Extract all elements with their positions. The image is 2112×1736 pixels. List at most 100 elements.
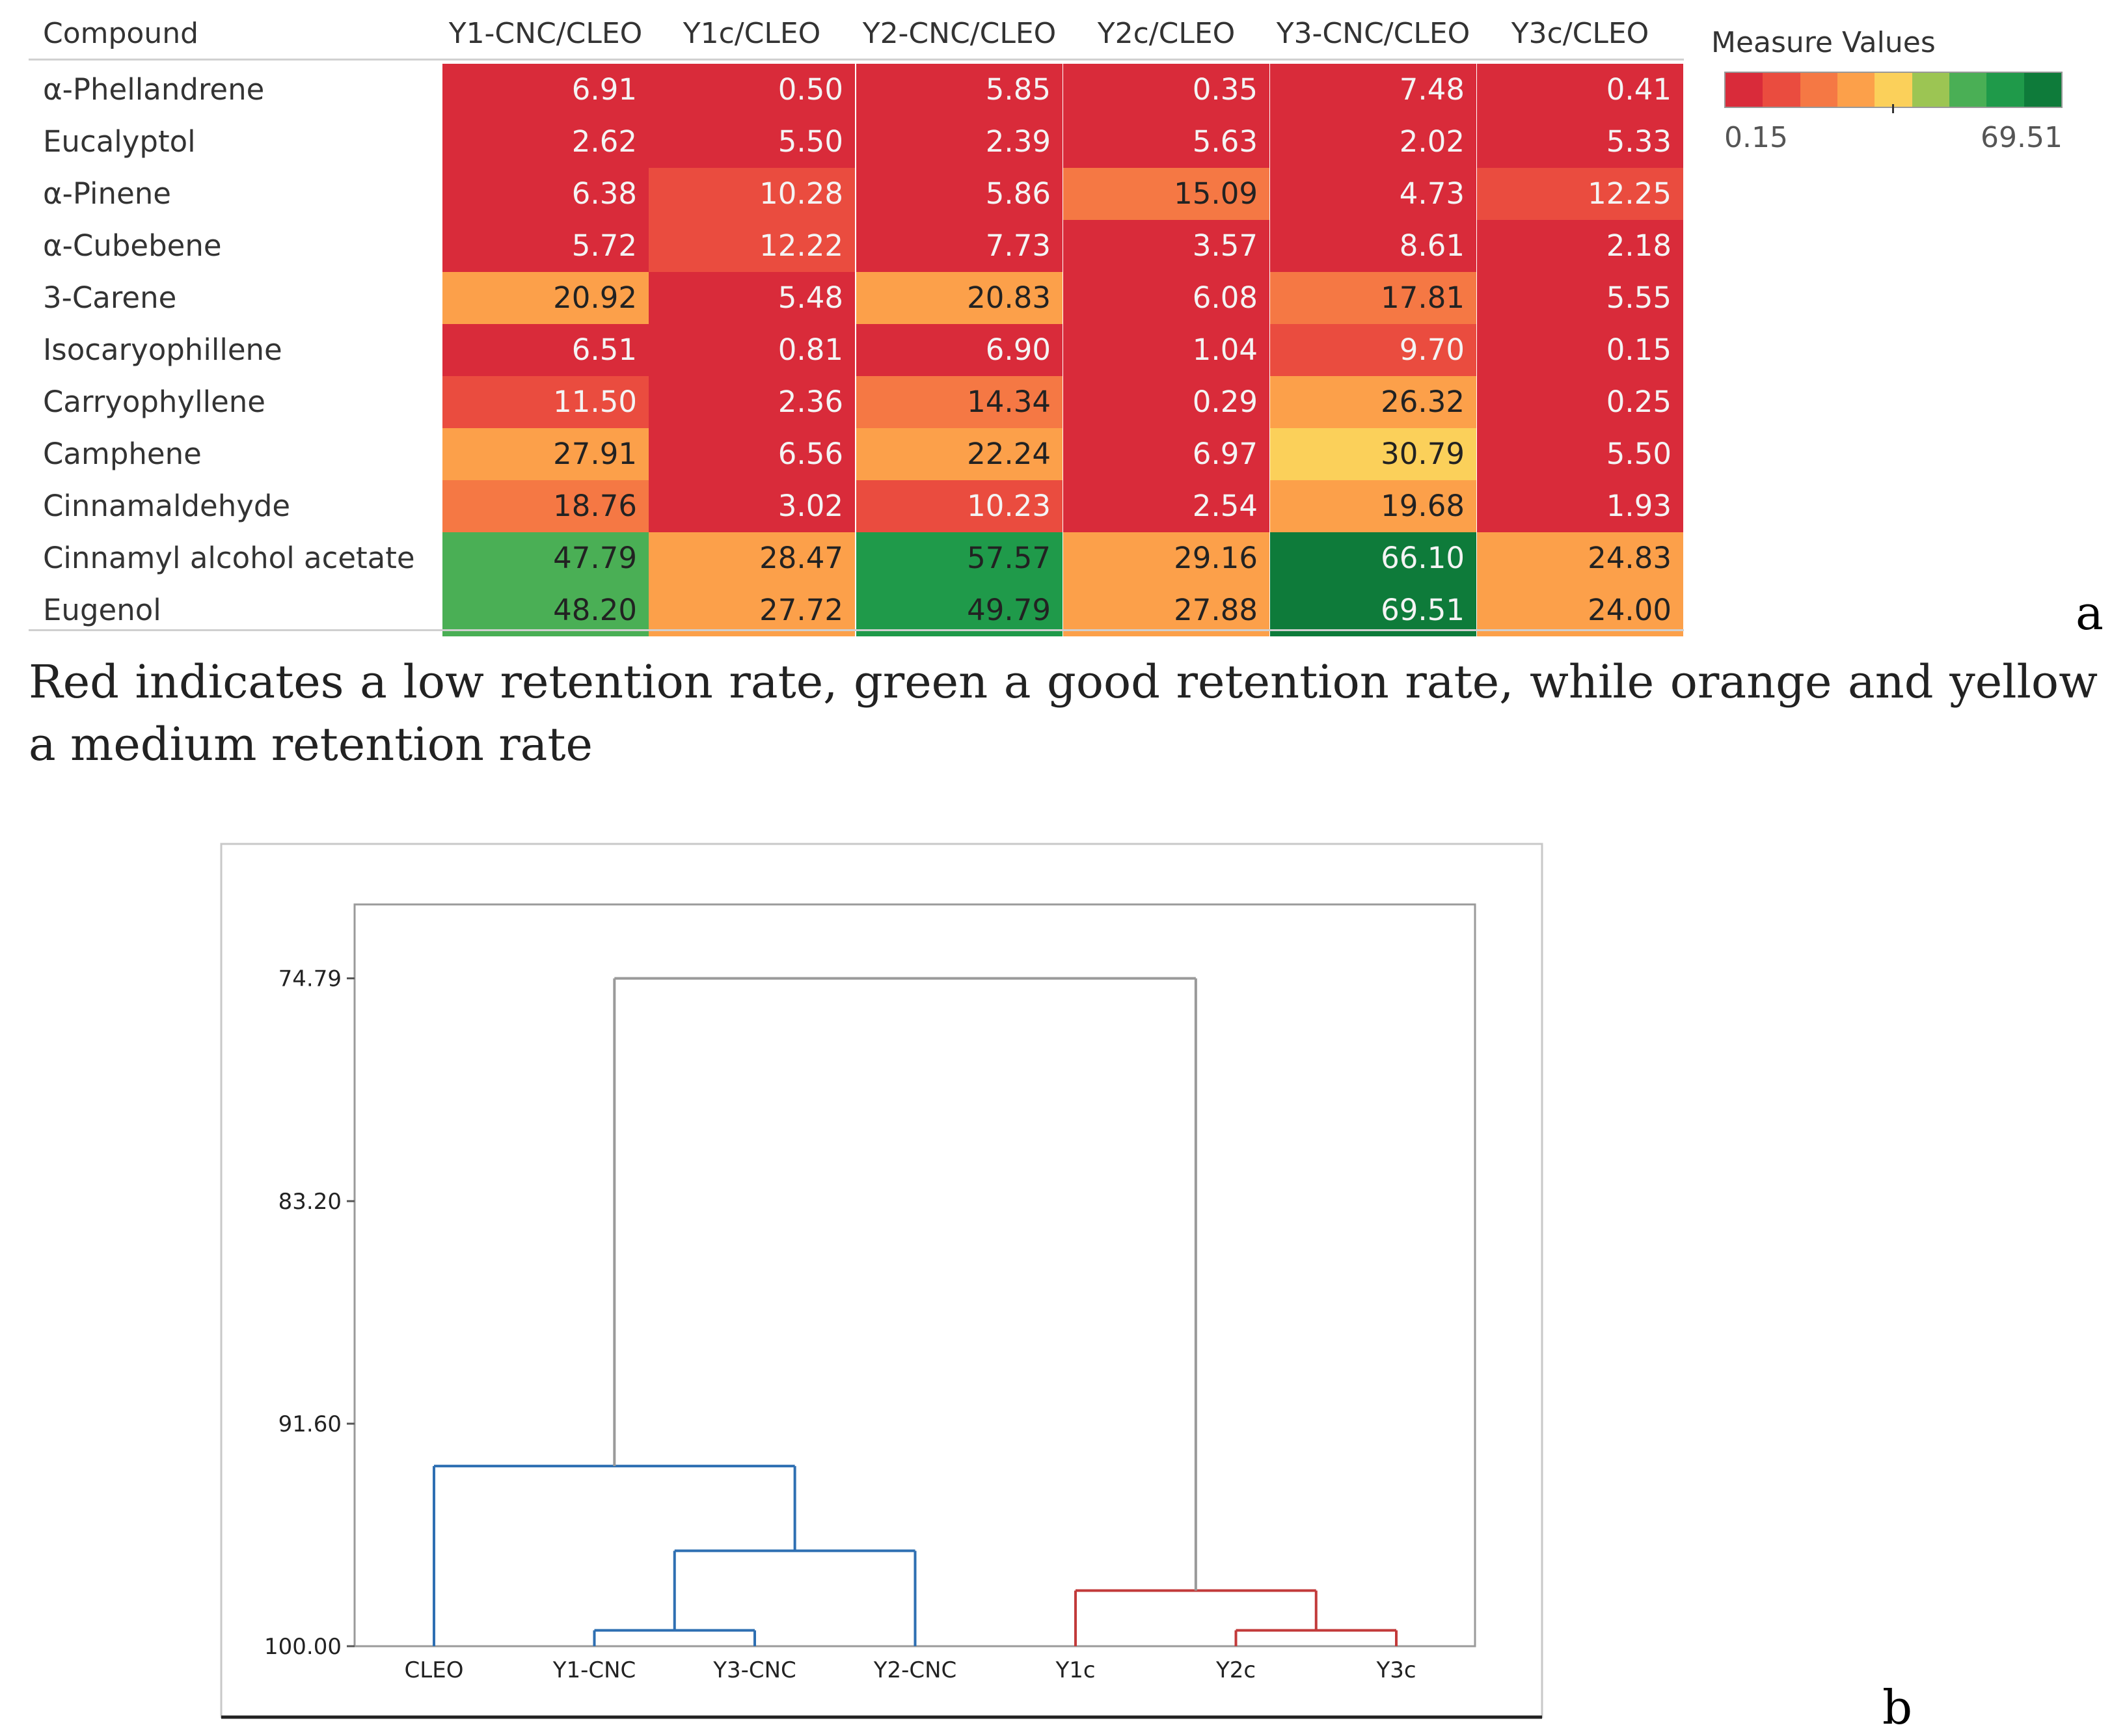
x-tick-label: Y3-CNC <box>712 1657 796 1683</box>
heatmap-cell: 27.88 <box>1063 584 1269 636</box>
legend-swatch <box>1726 73 1763 107</box>
legend-swatch <box>1912 73 1949 107</box>
legend-tick <box>1892 104 1894 113</box>
heatmap-cell: 0.81 <box>649 324 855 376</box>
heatmap-cell: 12.25 <box>1477 168 1683 220</box>
heatmap-cell: 0.25 <box>1477 376 1683 428</box>
column-header: Y1c/CLEO <box>683 17 821 50</box>
row-label: Camphene <box>43 437 202 471</box>
y-tick-label: 83.20 <box>278 1189 342 1215</box>
heatmap-cell: 27.91 <box>442 428 649 480</box>
heatmap-cell: 5.48 <box>649 272 855 324</box>
heatmap-cell: 6.90 <box>856 324 1063 376</box>
row-label: Cinnamyl alcohol acetate <box>43 541 415 575</box>
y-tick-label: 74.79 <box>278 966 342 992</box>
heatmap-cell: 17.81 <box>1270 272 1476 324</box>
column-header: Y2-CNC/CLEO <box>862 17 1057 50</box>
heatmap-cell: 10.28 <box>649 168 855 220</box>
heatmap-cell: 49.79 <box>856 584 1063 636</box>
heatmap-cell: 0.35 <box>1063 64 1269 116</box>
heatmap-cell: 30.79 <box>1270 428 1476 480</box>
heatmap-cell: 6.56 <box>649 428 855 480</box>
heatmap-cell: 18.76 <box>442 480 649 532</box>
heatmap-cell: 3.57 <box>1063 220 1269 272</box>
heatmap-cell: 1.04 <box>1063 324 1269 376</box>
heatmap-cell: 6.38 <box>442 168 649 220</box>
heatmap-cell: 6.08 <box>1063 272 1269 324</box>
column-header: Y3c/CLEO <box>1511 17 1649 50</box>
heatmap-cell: 12.22 <box>649 220 855 272</box>
heatmap-cell: 5.72 <box>442 220 649 272</box>
heatmap-cell: 0.41 <box>1477 64 1683 116</box>
column-header-compound: Compound <box>43 17 199 50</box>
row-label: Carryophyllene <box>43 385 265 419</box>
table-bottom-divider <box>29 629 1684 631</box>
heatmap-cell: 2.18 <box>1477 220 1683 272</box>
legend-min-label: 0.15 <box>1724 121 1788 154</box>
heatmap-cell: 6.51 <box>442 324 649 376</box>
heatmap-cell: 10.23 <box>856 480 1063 532</box>
legend-swatch <box>1763 73 1800 107</box>
heatmap-cell: 9.70 <box>1270 324 1476 376</box>
legend-title: Measure Values <box>1711 26 1936 59</box>
heatmap-cell: 5.50 <box>1477 428 1683 480</box>
legend-swatch <box>1875 73 1912 107</box>
x-tick-label: CLEO <box>405 1657 464 1683</box>
panel-label-b: b <box>1882 1680 1913 1735</box>
x-tick-label: Y1-CNC <box>552 1657 636 1683</box>
heatmap-cell: 57.57 <box>856 532 1063 584</box>
header-divider <box>29 59 1684 61</box>
heatmap-cell: 69.51 <box>1270 584 1476 636</box>
heatmap-cell: 28.47 <box>649 532 855 584</box>
row-label: Eugenol <box>43 593 161 627</box>
heatmap-cell: 2.39 <box>856 116 1063 168</box>
heatmap-cell: 5.50 <box>649 116 855 168</box>
figure-caption: Red indicates a low retention rate, gree… <box>29 655 2098 771</box>
heatmap-cell: 3.02 <box>649 480 855 532</box>
x-tick-label: Y2c <box>1215 1657 1256 1683</box>
x-tick-label: Y3c <box>1375 1657 1416 1683</box>
heatmap-cell: 2.02 <box>1270 116 1476 168</box>
y-tick-label: 100.00 <box>264 1634 342 1660</box>
heatmap-cell: 8.61 <box>1270 220 1476 272</box>
heatmap-cell: 47.79 <box>442 532 649 584</box>
heatmap-cell: 20.92 <box>442 272 649 324</box>
legend-swatch <box>1837 73 1875 107</box>
heatmap-cell: 24.83 <box>1477 532 1683 584</box>
legend-max-label: 69.51 <box>1981 121 2063 154</box>
row-label: Isocaryophillene <box>43 332 282 367</box>
heatmap-cell: 4.73 <box>1270 168 1476 220</box>
heatmap-cell: 22.24 <box>856 428 1063 480</box>
heatmap-cell: 0.15 <box>1477 324 1683 376</box>
heatmap-cell: 2.36 <box>649 376 855 428</box>
heatmap-cell: 24.00 <box>1477 584 1683 636</box>
heatmap-cell: 66.10 <box>1270 532 1476 584</box>
heatmap-cell: 26.32 <box>1270 376 1476 428</box>
x-tick-label: Y2-CNC <box>873 1657 957 1683</box>
heatmap-cell: 27.72 <box>649 584 855 636</box>
chart-frame <box>220 843 1543 1718</box>
legend-swatch <box>1800 73 1837 107</box>
heatmap-cell: 6.91 <box>442 64 649 116</box>
heatmap-cell: 5.86 <box>856 168 1063 220</box>
heatmap-cell: 5.63 <box>1063 116 1269 168</box>
heatmap-cell: 11.50 <box>442 376 649 428</box>
heatmap-cell: 0.29 <box>1063 376 1269 428</box>
legend-swatch <box>1986 73 2024 107</box>
heatmap-cell: 29.16 <box>1063 532 1269 584</box>
heatmap-cell: 20.83 <box>856 272 1063 324</box>
y-tick-label: 91.60 <box>278 1411 342 1437</box>
heatmap-cell: 7.73 <box>856 220 1063 272</box>
legend-color-scale <box>1724 72 2063 108</box>
row-label: 3-Carene <box>43 280 177 315</box>
row-label: α-Cubebene <box>43 228 222 263</box>
heatmap-cell: 5.55 <box>1477 272 1683 324</box>
row-label: Eucalyptol <box>43 124 196 159</box>
heatmap-cell: 2.62 <box>442 116 649 168</box>
column-header: Y2c/CLEO <box>1097 17 1236 50</box>
heatmap-cell: 19.68 <box>1270 480 1476 532</box>
heatmap-cell: 5.33 <box>1477 116 1683 168</box>
legend-swatch <box>2024 73 2061 107</box>
heatmap-cell: 6.97 <box>1063 428 1269 480</box>
